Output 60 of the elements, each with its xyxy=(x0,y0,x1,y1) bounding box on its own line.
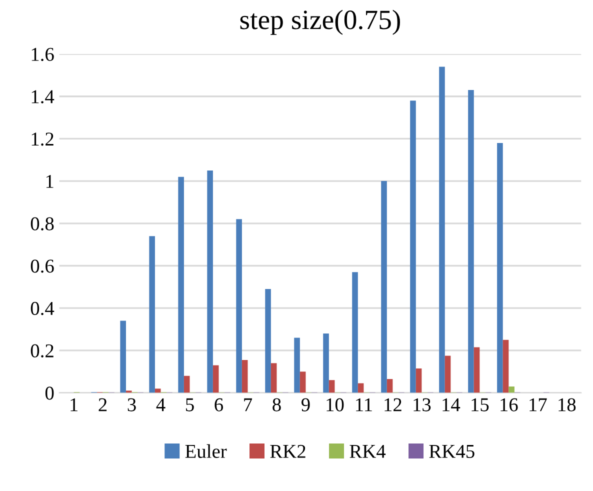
bar xyxy=(444,356,451,393)
x-tick-label: 10 xyxy=(326,398,344,412)
bar xyxy=(439,66,445,393)
bar xyxy=(358,383,364,393)
bar xyxy=(497,142,503,393)
bar xyxy=(154,388,161,393)
bar xyxy=(242,360,248,393)
x-tick-label: 6 xyxy=(214,398,224,412)
bar xyxy=(328,380,335,393)
y-tick-label: 1.6 xyxy=(32,48,54,62)
legend-label: Euler xyxy=(185,444,227,458)
bar xyxy=(184,376,190,393)
bar xyxy=(270,363,277,393)
bar xyxy=(207,170,213,393)
bar xyxy=(212,365,219,393)
x-tick-label: 5 xyxy=(186,398,194,412)
bar xyxy=(178,176,184,393)
legend-label: RK2 xyxy=(270,444,306,458)
chart-title: step size(0.75) xyxy=(240,10,400,35)
x-tick-label: 4 xyxy=(156,398,166,412)
x-tick-label: 16 xyxy=(500,398,518,412)
y-tick-label: 0.6 xyxy=(30,260,54,273)
x-tick-label: 14 xyxy=(442,398,460,412)
y-tick-label: 0.8 xyxy=(30,217,54,230)
x-tick-label: 12 xyxy=(384,398,402,412)
bar xyxy=(149,236,155,393)
x-tick-label: 11 xyxy=(356,398,372,412)
bar xyxy=(474,347,480,393)
bar xyxy=(508,386,514,393)
bar xyxy=(294,338,300,393)
bar xyxy=(120,320,126,393)
y-tick-label: 0 xyxy=(45,386,54,400)
bar xyxy=(300,372,306,393)
x-tick-label: 18 xyxy=(558,398,576,412)
x-tick-label: 9 xyxy=(301,398,310,412)
legend-label: RK45 xyxy=(429,444,474,458)
x-tick-label: 15 xyxy=(472,398,489,412)
x-tick-label: 1 xyxy=(70,398,78,412)
y-tick-label: 1.2 xyxy=(32,132,54,146)
legend-label: RK4 xyxy=(350,444,386,458)
x-tick-label: 17 xyxy=(530,398,547,412)
bar xyxy=(410,100,416,393)
x-tick-label: 7 xyxy=(244,398,252,412)
x-tick-label: 2 xyxy=(98,398,107,412)
bar xyxy=(265,289,271,393)
bar xyxy=(323,334,329,393)
x-tick-label: 3 xyxy=(128,398,136,412)
y-tick-label: 0.4 xyxy=(30,302,54,316)
bar xyxy=(386,379,393,393)
bar xyxy=(416,368,422,393)
y-tick-label: 1.4 xyxy=(32,90,54,104)
bar xyxy=(468,90,474,393)
y-tick-label: 0.2 xyxy=(30,344,54,358)
bar xyxy=(381,181,387,393)
bar xyxy=(236,219,242,393)
bar xyxy=(502,340,509,393)
x-tick-label: 8 xyxy=(272,398,281,412)
x-tick-label: 13 xyxy=(414,398,431,412)
bar xyxy=(352,272,358,393)
y-tick-label: 1 xyxy=(46,174,54,188)
